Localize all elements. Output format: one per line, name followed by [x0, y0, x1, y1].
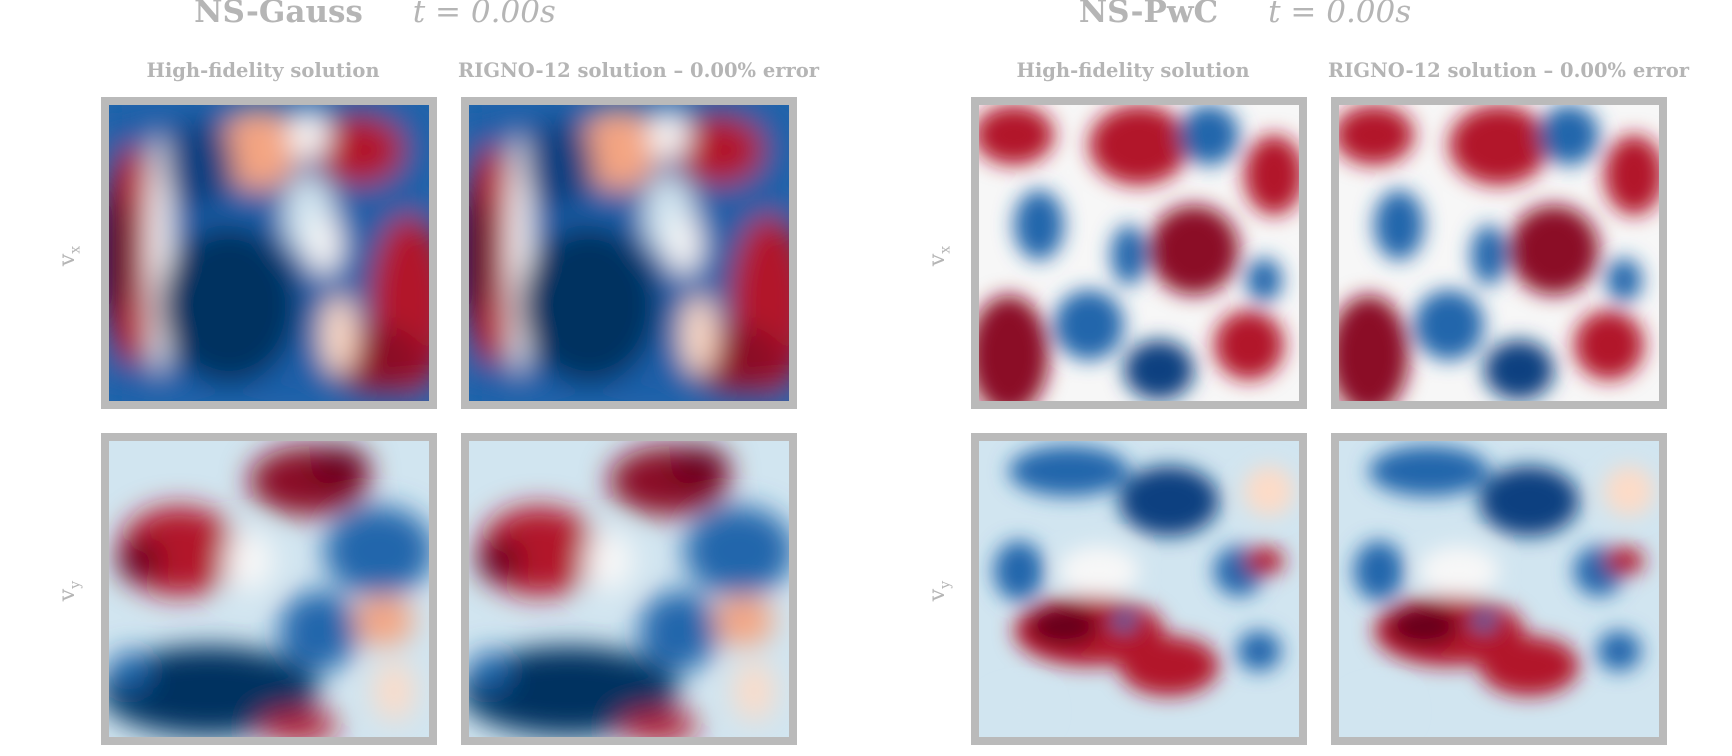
column-title-rigno: RIGNO-12 solution – 0.00% error	[1328, 59, 1690, 82]
column-title-high-fidelity: High-fidelity solution	[1016, 59, 1250, 82]
row-label-vx: vx	[925, 245, 954, 267]
column-title-rigno: RIGNO-12 solution – 0.00% error	[458, 59, 820, 82]
column-title-high-fidelity: High-fidelity solution	[146, 59, 380, 82]
group-title: NS-Gauss t = 0.00s	[0, 0, 750, 34]
vy-field-heatmap	[979, 441, 1299, 737]
field-plot-vy-high-fidelity	[971, 433, 1307, 745]
group-title: NS-PwC t = 0.00s	[870, 0, 1620, 34]
row-label-vx: vx	[55, 245, 84, 267]
figure-group-ns-pwc: NS-PwC t = 0.00s High-fidelity solution …	[910, 0, 1690, 756]
row-label-vy: vy	[55, 580, 84, 602]
vx-field-heatmap	[979, 105, 1299, 401]
dataset-name: NS-PwC	[1078, 0, 1219, 30]
time-label: t = 0.00s	[412, 0, 556, 30]
vy-field-heatmap	[109, 441, 429, 737]
field-plot-vy-rigno	[1331, 433, 1667, 745]
vx-field-heatmap	[1339, 105, 1659, 401]
vy-field-heatmap	[469, 441, 789, 737]
field-plot-vx-high-fidelity	[971, 97, 1307, 409]
vx-field-heatmap	[469, 105, 789, 401]
vx-field-heatmap	[109, 105, 429, 401]
dataset-name: NS-Gauss	[194, 0, 363, 30]
vy-field-heatmap	[1339, 441, 1659, 737]
field-plot-vy-high-fidelity	[101, 433, 437, 745]
field-plot-vx-rigno	[461, 97, 797, 409]
figure-group-ns-gauss: NS-Gauss t = 0.00s High-fidelity solutio…	[40, 0, 820, 756]
field-plot-vy-rigno	[461, 433, 797, 745]
field-plot-vx-high-fidelity	[101, 97, 437, 409]
row-label-vy: vy	[925, 580, 954, 602]
field-plot-vx-rigno	[1331, 97, 1667, 409]
time-label: t = 0.00s	[1268, 0, 1412, 30]
